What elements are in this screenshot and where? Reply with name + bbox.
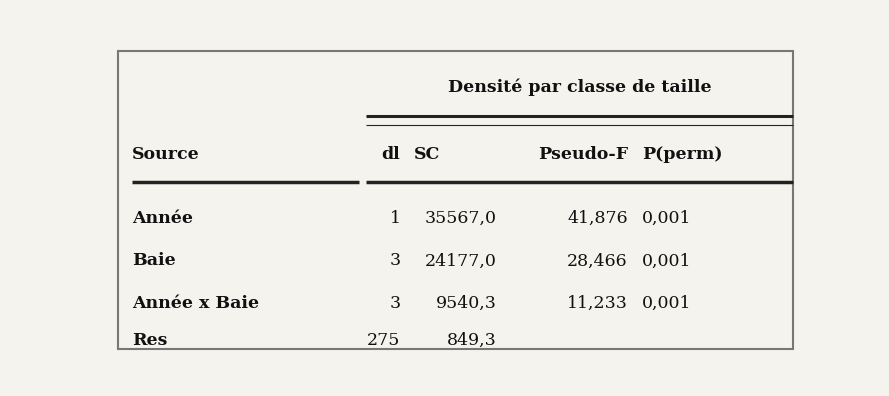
Text: Année x Baie: Année x Baie xyxy=(132,295,259,312)
Text: 0,001: 0,001 xyxy=(642,295,691,312)
Text: Densité par classe de taille: Densité par classe de taille xyxy=(448,78,711,96)
FancyBboxPatch shape xyxy=(118,51,793,349)
Text: 9540,3: 9540,3 xyxy=(436,295,497,312)
Text: Source: Source xyxy=(132,146,199,163)
Text: 0,001: 0,001 xyxy=(642,253,691,269)
Text: 24177,0: 24177,0 xyxy=(425,253,497,269)
Text: SC: SC xyxy=(414,146,441,163)
Text: Res: Res xyxy=(132,332,167,349)
Text: 28,466: 28,466 xyxy=(567,253,628,269)
Text: 3: 3 xyxy=(389,253,401,269)
Text: 0,001: 0,001 xyxy=(642,210,691,227)
Text: 41,876: 41,876 xyxy=(567,210,628,227)
Text: 35567,0: 35567,0 xyxy=(425,210,497,227)
Text: Pseudo-F: Pseudo-F xyxy=(538,146,628,163)
Text: Baie: Baie xyxy=(132,253,175,269)
Text: 275: 275 xyxy=(367,332,401,349)
Text: 11,233: 11,233 xyxy=(567,295,628,312)
Text: 849,3: 849,3 xyxy=(447,332,497,349)
Text: Année: Année xyxy=(132,210,193,227)
Text: 3: 3 xyxy=(389,295,401,312)
Text: 1: 1 xyxy=(389,210,401,227)
Text: dl: dl xyxy=(381,146,401,163)
Text: P(perm): P(perm) xyxy=(642,146,722,163)
